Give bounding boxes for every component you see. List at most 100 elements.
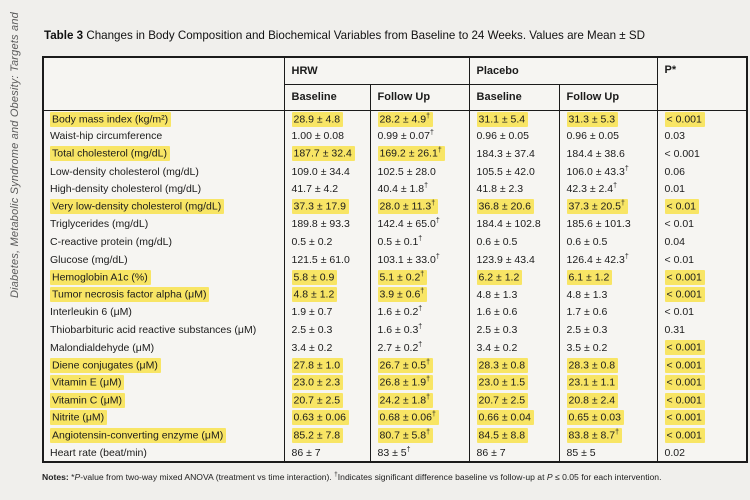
highlighted-value: Total cholesterol (mg/dL) — [50, 146, 170, 162]
value-text: < 0.01 — [664, 253, 695, 266]
value-text: 1.6 ± 0.2† — [377, 305, 423, 319]
value-text: 4.8 ± 1.3 — [566, 288, 608, 301]
value-text: 105.5 ± 42.0 — [476, 165, 535, 178]
highlighted-value: 5.8 ± 0.9 — [291, 269, 338, 285]
value-cell: 106.0 ± 43.3† — [558, 162, 658, 181]
highlighted-value: < 0.001 — [664, 375, 705, 391]
highlighted-value: < 0.001 — [664, 111, 705, 127]
highlighted-value: 84.5 ± 8.8 — [476, 427, 529, 443]
value-cell: 27.8 ± 1.0 — [283, 356, 370, 374]
value-text: 1.00 ± 0.08 — [291, 130, 344, 143]
value-text: 189.8 ± 93.3 — [291, 218, 350, 231]
table-row: Thiobarbituric acid reactive substances … — [42, 321, 748, 339]
value-text: 85 ± 5 — [566, 446, 596, 459]
value-text: 123.9 ± 43.4 — [476, 253, 535, 266]
value-cell: 20.8 ± 2.4 — [558, 391, 658, 410]
value-cell: 26.8 ± 1.9† — [369, 373, 470, 392]
value-cell: 0.66 ± 0.04 — [468, 409, 560, 427]
dagger-marker: † — [418, 235, 423, 243]
highlighted-value: 28.3 ± 0.8 — [566, 357, 619, 373]
p-value-cell: < 0.001 — [656, 426, 748, 445]
value-cell: 1.6 ± 0.3† — [369, 321, 470, 339]
highlighted-value: 6.1 ± 1.2 — [566, 269, 613, 285]
value-cell: 0.5 ± 0.2 — [283, 233, 370, 251]
value-cell: 86 ± 7 — [283, 444, 370, 462]
value-cell: 28.9 ± 4.8 — [283, 110, 370, 128]
value-cell: 184.3 ± 37.4 — [468, 145, 560, 163]
value-cell: 1.9 ± 0.7 — [283, 303, 370, 322]
table-row: Vitamin E (μM) 23.0 ± 2.3 26.8 ± 1.9† 23.0 … — [42, 373, 748, 392]
p-value-cell: 0.06 — [656, 162, 748, 181]
highlighted-value: 27.8 ± 1.0 — [291, 357, 344, 373]
value-cell: 41.8 ± 2.3 — [468, 180, 560, 198]
value-cell: 5.8 ± 0.9 — [283, 268, 370, 286]
dagger-marker: † — [431, 200, 436, 208]
p-value-cell: < 0.01 — [656, 197, 748, 216]
value-cell: 85.2 ± 7.8 — [283, 426, 370, 445]
row-label: Diene conjugates (μM) — [42, 356, 284, 374]
table-notes: Notes: *P-value from two-way mixed ANOVA… — [42, 471, 661, 482]
value-cell: 1.7 ± 0.6 — [558, 303, 658, 322]
dagger-marker: † — [426, 358, 431, 366]
dagger-marker: † — [424, 182, 429, 190]
value-text: Malondialdehyde (μM) — [50, 341, 155, 354]
highlighted-value: 4.8 ± 1.2 — [291, 287, 338, 303]
value-text: 185.6 ± 101.3 — [566, 218, 631, 231]
header-sub-row: Baseline Follow Up Baseline Follow Up — [43, 84, 747, 111]
notes-label: Notes: — [42, 472, 69, 482]
header-group-row: HRW Placebo P* — [42, 57, 748, 111]
value-text: 1.7 ± 0.6 — [566, 306, 608, 319]
header-p-value: P* — [656, 57, 748, 111]
value-cell: 3.5 ± 0.2 — [558, 338, 658, 357]
table-title-text: Changes in Body Composition and Biochemi… — [86, 29, 645, 42]
value-cell: 28.3 ± 0.8 — [558, 356, 658, 374]
value-cell: 102.5 ± 28.0 — [369, 162, 470, 181]
value-cell: 23.0 ± 2.3 — [283, 373, 370, 392]
value-cell: 28.0 ± 11.3† — [369, 197, 470, 216]
data-table: HRW Placebo P* Baseline Follow Up Baseli… — [42, 56, 749, 463]
value-text: 3.4 ± 0.2 — [291, 341, 333, 354]
p-value-cell: < 0.001 — [656, 268, 748, 286]
value-cell: 83.8 ± 8.7† — [558, 426, 658, 445]
value-cell: 0.63 ± 0.06 — [283, 409, 370, 427]
highlighted-value: Very low-density cholesterol (mg/dL) — [50, 199, 225, 215]
value-text: Glucose (mg/dL) — [50, 253, 128, 266]
highlighted-value: 37.3 ± 20.5† — [566, 199, 628, 215]
value-text: 184.3 ± 37.4 — [476, 147, 535, 160]
highlighted-value: 0.66 ± 0.04 — [476, 410, 534, 426]
dagger-marker: † — [420, 270, 425, 278]
value-text: < 0.01 — [664, 218, 695, 231]
value-cell: 37.3 ± 20.5† — [558, 197, 658, 216]
value-text: Interleukin 6 (μM) — [50, 306, 132, 319]
value-cell: 0.96 ± 0.05 — [558, 127, 658, 146]
dagger-marker: † — [435, 253, 440, 261]
value-cell: 0.68 ± 0.06† — [369, 409, 470, 427]
header-placebo-followup: Follow Up — [558, 84, 658, 111]
table-row: C-reactive protein (mg/dL) 0.5 ± 0.2 0.5 ±… — [42, 233, 748, 251]
p-value-cell: < 0.01 — [656, 250, 748, 269]
highlighted-value: 37.3 ± 17.9 — [291, 199, 349, 215]
highlighted-value: 26.7 ± 0.5† — [377, 357, 434, 373]
highlighted-value: 80.7 ± 5.8† — [377, 427, 434, 443]
value-text: 0.6 ± 0.5 — [566, 235, 608, 248]
p-value-cell: < 0.001 — [656, 110, 748, 128]
value-text: 0.99 ± 0.07† — [377, 129, 434, 143]
dagger-marker: † — [437, 147, 442, 155]
highlighted-value: 23.1 ± 1.1 — [566, 375, 619, 391]
highlighted-value: Angiotensin-converting enzyme (μM) — [50, 427, 227, 443]
highlighted-value: 28.0 ± 11.3† — [377, 199, 439, 215]
highlighted-value: < 0.001 — [664, 287, 705, 303]
header-placebo-baseline: Baseline — [468, 84, 560, 111]
row-label: High-density cholesterol (mg/dL) — [42, 180, 284, 198]
highlighted-value: 31.1 ± 5.4 — [476, 111, 529, 127]
highlighted-value: 6.2 ± 1.2 — [476, 269, 523, 285]
value-cell: 1.6 ± 0.2† — [369, 303, 470, 322]
row-label: Low-density cholesterol (mg/dL) — [42, 162, 284, 181]
value-cell: 4.8 ± 1.2 — [283, 285, 370, 304]
row-label: Very low-density cholesterol (mg/dL) — [42, 197, 284, 216]
value-text: 4.8 ± 1.3 — [476, 288, 518, 301]
p-value-cell: 0.03 — [656, 127, 748, 146]
value-cell: 2.5 ± 0.3 — [283, 321, 370, 339]
p-value-cell: < 0.001 — [656, 409, 748, 427]
journal-sidebar-text: Diabetes, Metabolic Syndrome and Obesity… — [9, 12, 21, 298]
